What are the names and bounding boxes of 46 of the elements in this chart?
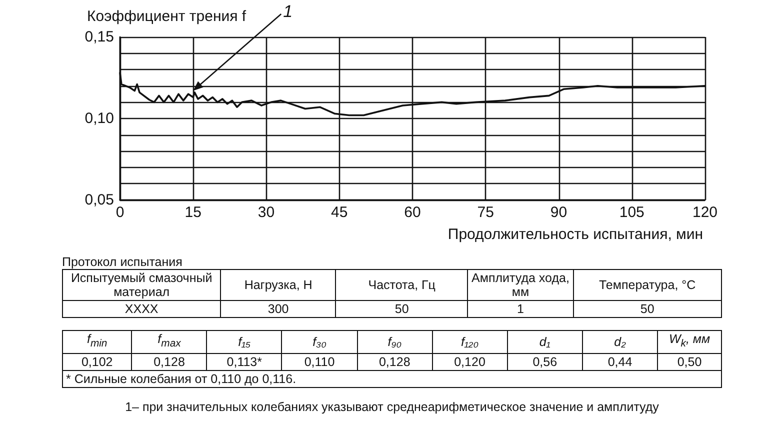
- text: d₂: [582, 330, 658, 353]
- text: Нагрузка, Н: [220, 270, 336, 300]
- text: 300: [220, 300, 336, 318]
- x-tick-label: 30: [258, 204, 275, 221]
- y-tick-label: 0,10: [84, 110, 114, 127]
- text: 0,120: [432, 353, 508, 370]
- x-tick-label: 60: [404, 204, 421, 221]
- text: Частота, Гц: [336, 270, 468, 300]
- text: 0,128: [132, 353, 207, 370]
- x-tick-label: 75: [477, 204, 494, 221]
- annotation: 1: [283, 2, 293, 22]
- text: f$_{min}$: [62, 330, 132, 353]
- text: Амплитуда хода, мм: [468, 270, 574, 300]
- x-axis-title: Продолжительность испытания, мин: [448, 226, 704, 243]
- text: f$_{max}$: [132, 330, 207, 353]
- text: 1– при значительных колебаниях указывают среднеарифметическое значение и амплитуду: [124, 400, 660, 414]
- x-tick-label: 120: [692, 204, 718, 221]
- text: 0,50: [658, 353, 722, 370]
- text: 1: [468, 300, 574, 318]
- text: 0,128: [357, 353, 432, 370]
- x-tick-label: 0: [116, 204, 124, 221]
- text: f₉₀: [357, 330, 432, 353]
- text: f₃₀: [282, 330, 358, 353]
- text: d₁: [507, 330, 582, 353]
- x-tick-label: 90: [550, 204, 568, 221]
- text: Температура, °C: [573, 270, 722, 300]
- text: Испытуемый смазочный материал: [62, 270, 221, 300]
- text: * Сильные колебания от 0,110 до 0,116.: [62, 370, 722, 387]
- y-axis-title: Коэффициент трения f: [87, 8, 247, 25]
- text: 0,110: [282, 353, 358, 370]
- x-tick-label: 15: [184, 204, 202, 221]
- y-tick-label: 0,05: [84, 192, 114, 208]
- x-tick-label: 105: [619, 204, 644, 221]
- text: 50: [573, 300, 722, 318]
- text: 0,113*: [206, 353, 282, 370]
- text: XXXX: [62, 300, 221, 318]
- text: Протокол испытания: [62, 255, 184, 269]
- text: 0,44: [582, 353, 658, 370]
- text: W$_{k}$, мм: [658, 330, 722, 353]
- text: 50: [336, 300, 468, 318]
- x-tick-label: 45: [331, 204, 348, 221]
- text: 0,56: [507, 353, 582, 370]
- text: 0,102: [62, 353, 132, 370]
- text: f₁₅: [206, 330, 282, 353]
- y-tick-label: 0,15: [84, 28, 114, 46]
- text: f₁₂₀: [432, 330, 508, 353]
